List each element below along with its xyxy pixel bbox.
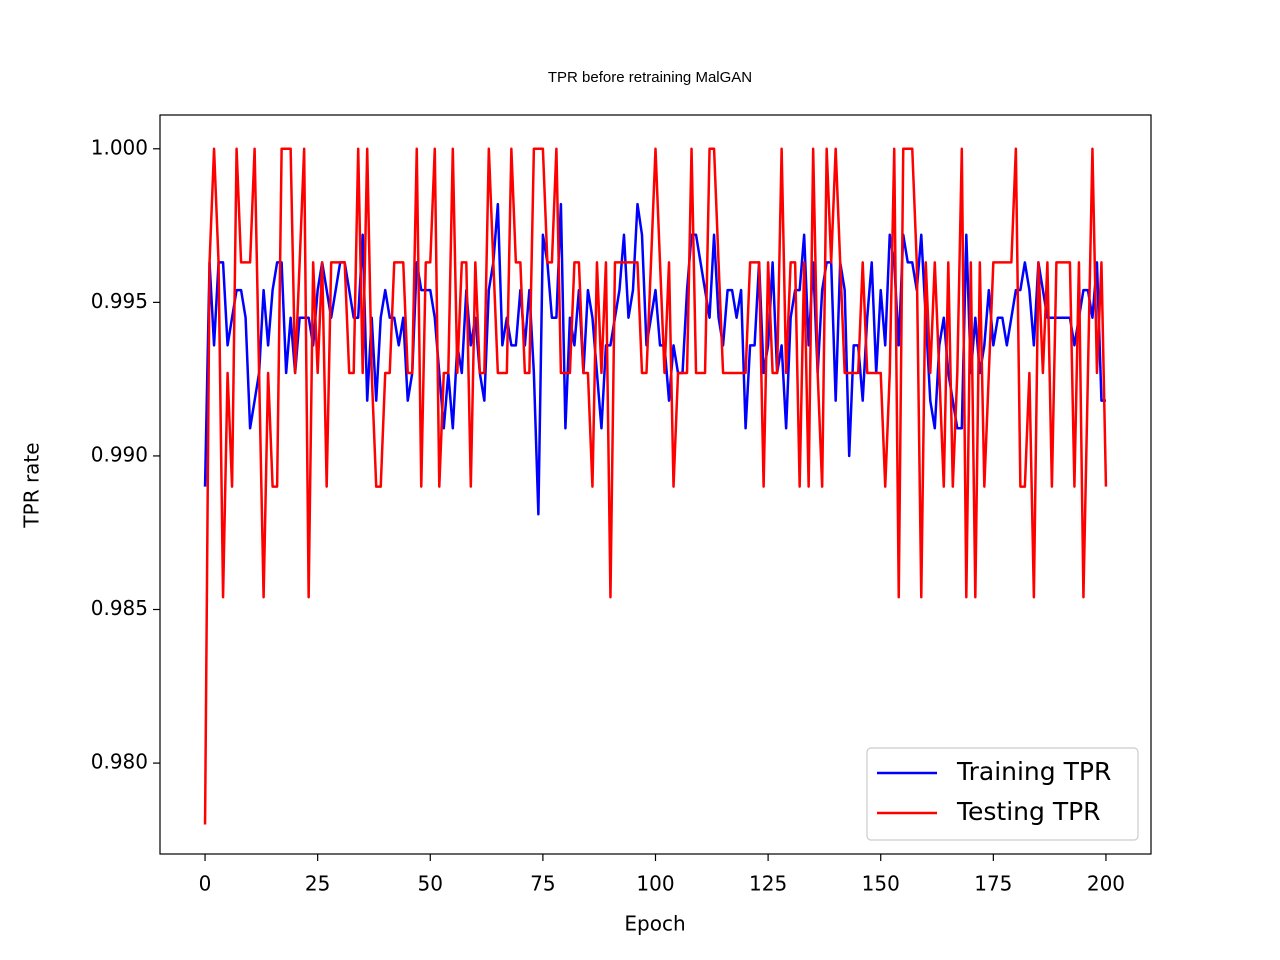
y-axis-label: TPR rate	[20, 442, 44, 528]
x-tick-label: 125	[749, 872, 787, 896]
legend-label: Training TPR	[956, 757, 1111, 786]
y-tick-label: 0.980	[91, 750, 148, 774]
x-tick-label: 0	[199, 872, 212, 896]
x-tick-label: 75	[530, 872, 555, 896]
plot-frame	[159, 114, 1152, 855]
x-tick-label: 150	[862, 872, 900, 896]
y-tick-label: 0.985	[91, 596, 148, 620]
y-tick-label: 0.995	[91, 289, 148, 313]
x-tick-label: 100	[636, 872, 674, 896]
legend-label: Testing TPR	[956, 797, 1101, 826]
x-tick-label: 50	[418, 872, 443, 896]
data-line	[203, 147, 1108, 825]
x-tick-label: 175	[974, 872, 1012, 896]
y-tick-label: 1.000	[91, 135, 148, 159]
x-axis-label: Epoch	[624, 912, 685, 936]
chart-title: TPR before retraining MalGAN	[548, 69, 752, 86]
x-tick-label: 200	[1087, 872, 1125, 896]
legend-box	[866, 747, 1139, 841]
x-tick-label: 25	[305, 872, 330, 896]
y-tick-label: 0.990	[91, 442, 148, 466]
